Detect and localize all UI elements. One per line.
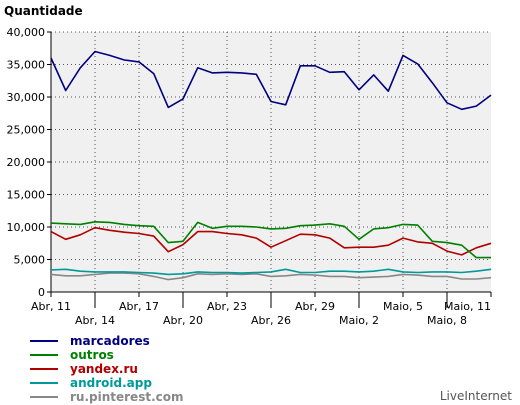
- legend-label: marcadores: [70, 334, 150, 348]
- series-line-marcadores: [50, 50, 492, 111]
- x-tick-label: Maio, 8: [427, 314, 467, 327]
- watermark: LiveInternet: [440, 389, 512, 403]
- y-tick-label: 15,000: [7, 189, 46, 202]
- legend-label: yandex.ru: [70, 362, 138, 376]
- x-tick-label: Abr, 29: [295, 300, 335, 313]
- legend: marcadoresoutrosyandex.ruandroid.appru.p…: [30, 334, 184, 404]
- series-line-outros: [50, 221, 491, 259]
- grid: [51, 31, 491, 292]
- series-line-ru-pinterest-com: [50, 272, 492, 281]
- series-lines: [50, 50, 492, 281]
- x-tick-label: Maio, 2: [339, 314, 379, 327]
- axes: 0 5,000 10,000 15,000 20,000 25,000 30,000 35,0…: [7, 26, 492, 327]
- legend-label: outros: [70, 348, 114, 362]
- y-tick-label: 20,000: [7, 156, 46, 169]
- legend-label: android.app: [70, 376, 152, 390]
- y-axis-title: Quantidade: [4, 4, 83, 18]
- y-tick-label: 5,000: [14, 254, 46, 267]
- y-tick-label: 0: [38, 286, 45, 299]
- y-tick-label: 30,000: [7, 91, 46, 104]
- x-tick-label: Maio, 11: [444, 300, 491, 313]
- x-tick-label: Abr, 17: [119, 300, 159, 313]
- x-tick-label: Abr, 11: [31, 300, 71, 313]
- y-tick-label: 35,000: [7, 59, 46, 72]
- series-line-yandex-ru: [50, 226, 492, 256]
- series-line-android-app: [50, 268, 492, 276]
- x-tick-label: Abr, 14: [75, 314, 115, 327]
- y-tick-label: 25,000: [7, 124, 46, 137]
- x-tick-label: Maio, 5: [383, 300, 423, 313]
- x-tick-label: Abr, 26: [251, 314, 291, 327]
- x-tick-label: Abr, 20: [163, 314, 203, 327]
- legend-label: ru.pinterest.com: [70, 390, 184, 404]
- y-tick-label: 10,000: [7, 221, 46, 234]
- x-tick-label: Abr, 23: [207, 300, 247, 313]
- y-tick-label: 40,000: [7, 26, 46, 39]
